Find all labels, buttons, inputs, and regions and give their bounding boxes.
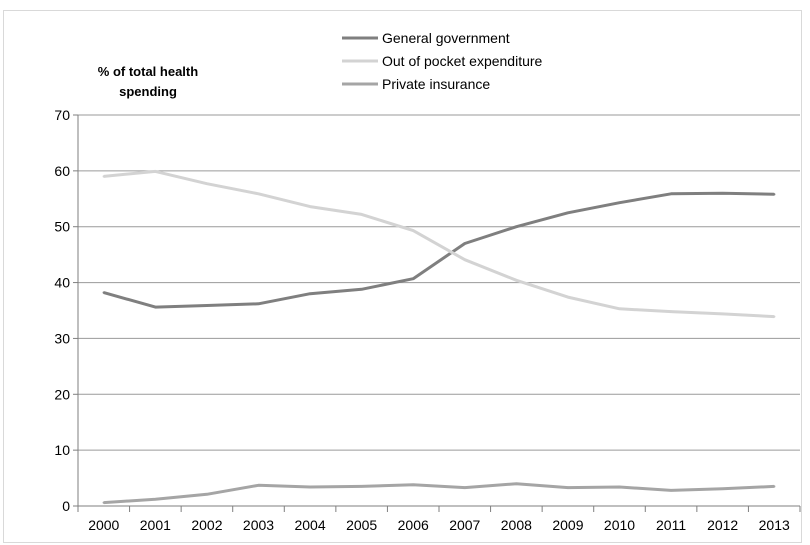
y-axis-label-line1: % of total health [98,64,198,79]
data-point [205,304,209,307]
data-point [257,302,260,305]
series-line [103,482,775,505]
data-point [257,484,260,487]
y-tick-label: 60 [54,163,70,179]
data-point [360,213,363,216]
data-point [412,277,415,280]
data-point [463,486,466,489]
data-point [618,201,621,204]
x-tick-label: 2010 [604,517,635,533]
data-point [412,483,415,486]
series-lines [102,169,776,505]
data-point [205,182,209,185]
x-tick-label: 2006 [398,517,429,533]
data-point [515,279,518,282]
x-tick-label: 2012 [707,517,738,533]
data-point [360,288,363,291]
data-point [463,258,466,261]
x-tick-label: 2000 [88,517,119,533]
data-point [566,486,570,489]
series-line [103,191,775,309]
x-tick-labels: 2000 2001 2002 2003 2004 2005 2006 2007 2008 2009… [88,517,790,533]
axes [73,114,801,512]
x-tick-label: 2001 [140,517,171,533]
data-point [308,485,312,489]
y-tick-label: 0 [62,498,70,514]
y-tick-label: 30 [54,330,70,346]
y-tick-label: 20 [54,386,70,402]
data-point [669,192,673,195]
data-point [154,170,157,173]
data-point [669,489,673,492]
data-point [308,205,312,208]
data-point [515,482,518,485]
y-tick-label: 10 [54,442,70,458]
data-point [721,487,724,490]
y-axis-label-line2: spending [119,84,177,99]
data-point [154,305,157,309]
data-point [721,312,724,316]
x-tick-label: 2008 [501,517,532,533]
data-point [205,493,209,496]
legend: General government Out of pocket expendit… [342,30,543,92]
x-tick-label: 2002 [191,517,222,533]
data-point [773,485,776,488]
x-tick-label: 2007 [449,517,480,533]
data-point [102,175,105,178]
data-point [566,295,570,299]
data-point [412,229,415,232]
data-point [773,193,776,196]
data-point [463,242,466,245]
chart-area [3,10,802,543]
data-point [566,211,570,214]
legend-entry: General government [382,30,510,46]
legend-entry: Private insurance [382,76,490,92]
x-tick-label: 2004 [294,517,325,533]
legend-entry: Out of pocket expenditure [382,53,543,69]
y-tick-labels: 0 10 20 30 40 50 60 70 [54,107,70,514]
x-tick-label: 2011 [656,517,686,533]
data-point [154,498,157,501]
x-tick-label: 2013 [759,517,790,533]
data-point [308,292,312,295]
y-tick-label: 50 [54,219,70,235]
x-tick-label: 2009 [552,517,583,533]
series-line [103,169,775,319]
data-point [102,501,105,504]
data-point [102,291,105,294]
x-tick-label: 2003 [243,517,274,533]
data-point [618,307,621,311]
data-point [257,192,260,195]
data-point [360,485,363,488]
data-point [618,485,621,489]
data-point [721,192,724,195]
y-tick-label: 40 [54,275,70,291]
data-point [515,225,518,228]
data-point [669,310,673,313]
gridlines [78,114,800,451]
y-tick-label: 70 [54,107,70,123]
data-point [773,315,776,318]
x-tick-label: 2005 [346,517,377,533]
